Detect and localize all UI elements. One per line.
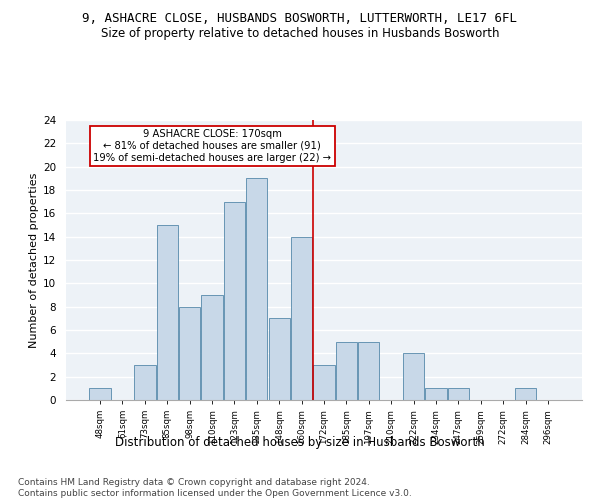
Bar — [403, 354, 424, 400]
Bar — [515, 388, 536, 400]
Bar — [224, 202, 245, 400]
Bar — [291, 236, 312, 400]
Bar — [89, 388, 111, 400]
Bar — [358, 342, 379, 400]
Text: 9, ASHACRE CLOSE, HUSBANDS BOSWORTH, LUTTERWORTH, LE17 6FL: 9, ASHACRE CLOSE, HUSBANDS BOSWORTH, LUT… — [83, 12, 517, 26]
Bar — [425, 388, 446, 400]
Bar — [134, 365, 155, 400]
Bar — [179, 306, 200, 400]
Bar — [448, 388, 469, 400]
Bar — [336, 342, 357, 400]
Bar — [313, 365, 335, 400]
Text: Size of property relative to detached houses in Husbands Bosworth: Size of property relative to detached ho… — [101, 28, 499, 40]
Bar — [202, 295, 223, 400]
Y-axis label: Number of detached properties: Number of detached properties — [29, 172, 39, 348]
Bar — [246, 178, 268, 400]
Text: 9 ASHACRE CLOSE: 170sqm
← 81% of detached houses are smaller (91)
19% of semi-de: 9 ASHACRE CLOSE: 170sqm ← 81% of detache… — [93, 130, 331, 162]
Bar — [269, 318, 290, 400]
Text: Distribution of detached houses by size in Husbands Bosworth: Distribution of detached houses by size … — [115, 436, 485, 449]
Text: Contains HM Land Registry data © Crown copyright and database right 2024.
Contai: Contains HM Land Registry data © Crown c… — [18, 478, 412, 498]
Bar — [157, 225, 178, 400]
